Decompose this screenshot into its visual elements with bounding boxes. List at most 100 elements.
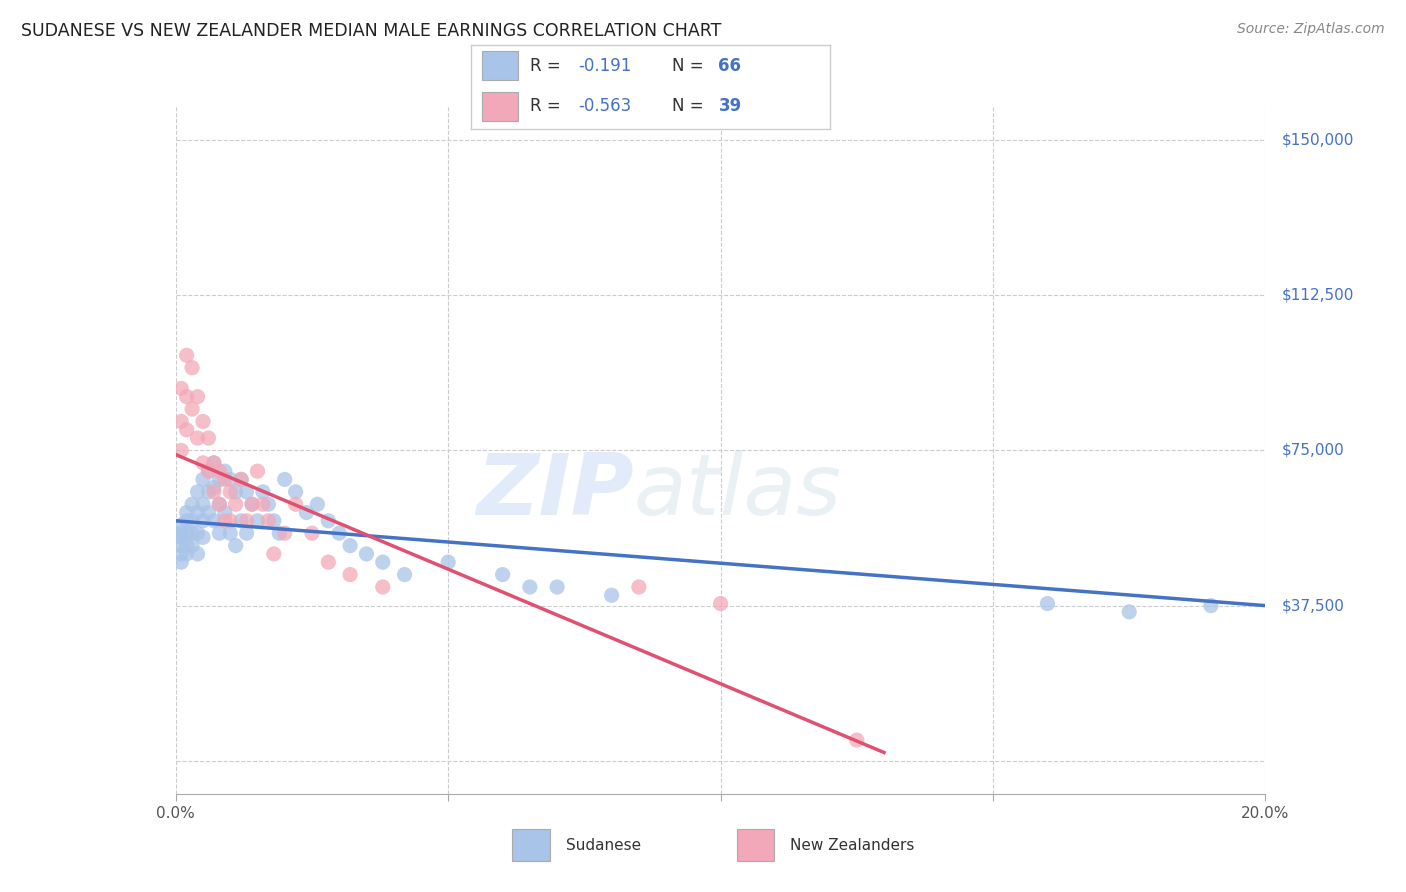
Point: [181, 526, 204, 541]
Point: [170, 381, 193, 395]
Text: R =: R =: [530, 97, 567, 115]
Text: R =: R =: [530, 57, 567, 75]
Text: Sudanese: Sudanese: [565, 838, 641, 853]
Point: [208, 464, 231, 478]
Point: [197, 464, 219, 478]
Point: [186, 526, 209, 541]
Point: [202, 456, 225, 470]
Point: [1118, 605, 1140, 619]
Point: [219, 484, 242, 499]
Point: [240, 497, 263, 511]
Bar: [512, 830, 550, 861]
Text: $150,000: $150,000: [1282, 133, 1354, 148]
Text: 66: 66: [718, 57, 741, 75]
Point: [257, 514, 280, 528]
Point: [252, 484, 274, 499]
Point: [170, 443, 193, 458]
Point: [627, 580, 650, 594]
Point: [170, 530, 193, 544]
Point: [181, 402, 204, 417]
Text: -0.191: -0.191: [579, 57, 631, 75]
Point: [186, 431, 209, 445]
Bar: [737, 830, 775, 861]
Text: 39: 39: [718, 97, 741, 115]
Point: [191, 530, 214, 544]
Point: [197, 464, 219, 478]
Text: $112,500: $112,500: [1282, 288, 1354, 302]
Point: [186, 484, 209, 499]
Point: [170, 539, 193, 553]
Point: [284, 497, 307, 511]
Point: [219, 514, 242, 528]
Text: -0.563: -0.563: [579, 97, 631, 115]
Point: [191, 472, 214, 486]
Point: [170, 415, 193, 429]
Point: [328, 526, 350, 541]
Point: [214, 506, 236, 520]
Point: [176, 514, 198, 528]
Point: [845, 733, 868, 747]
Point: [214, 514, 236, 528]
Point: [371, 555, 394, 569]
Point: [176, 506, 198, 520]
Point: [492, 567, 515, 582]
Point: [437, 555, 460, 569]
Point: [318, 514, 340, 528]
Point: [295, 506, 318, 520]
Point: [202, 481, 225, 495]
Point: [263, 547, 285, 561]
Point: [191, 456, 214, 470]
Point: [263, 514, 285, 528]
Point: [231, 472, 253, 486]
Point: [546, 580, 568, 594]
Point: [181, 539, 204, 553]
Point: [176, 390, 198, 404]
Text: atlas: atlas: [633, 450, 841, 533]
Point: [257, 497, 280, 511]
Point: [1199, 599, 1222, 613]
Point: [214, 472, 236, 486]
Point: [191, 514, 214, 528]
Point: [186, 547, 209, 561]
Point: [274, 526, 297, 541]
Text: N =: N =: [672, 57, 709, 75]
Point: [176, 423, 198, 437]
Point: [519, 580, 541, 594]
Point: [202, 484, 225, 499]
Point: [202, 456, 225, 470]
Point: [186, 506, 209, 520]
Bar: [482, 52, 517, 80]
Point: [170, 517, 193, 532]
Point: [197, 484, 219, 499]
Point: [235, 484, 257, 499]
Text: New Zealanders: New Zealanders: [790, 838, 914, 853]
Point: [246, 464, 269, 478]
Text: Source: ZipAtlas.com: Source: ZipAtlas.com: [1237, 22, 1385, 37]
Point: [274, 472, 297, 486]
Point: [284, 484, 307, 499]
Point: [176, 539, 198, 553]
Point: [219, 472, 242, 486]
Point: [219, 526, 242, 541]
Point: [235, 526, 257, 541]
Point: [176, 526, 198, 541]
Point: [356, 547, 378, 561]
Point: [339, 567, 361, 582]
Point: [186, 390, 209, 404]
Point: [208, 497, 231, 511]
Point: [318, 555, 340, 569]
Point: [181, 514, 204, 528]
Point: [231, 514, 253, 528]
Text: ZIP: ZIP: [475, 450, 633, 533]
Point: [170, 547, 193, 561]
Text: $75,000: $75,000: [1282, 443, 1344, 458]
Point: [197, 506, 219, 520]
Point: [197, 431, 219, 445]
Point: [181, 497, 204, 511]
Point: [181, 360, 204, 375]
Point: [191, 497, 214, 511]
Bar: [482, 92, 517, 120]
Point: [240, 497, 263, 511]
Point: [339, 539, 361, 553]
Text: SUDANESE VS NEW ZEALANDER MEDIAN MALE EARNINGS CORRELATION CHART: SUDANESE VS NEW ZEALANDER MEDIAN MALE EA…: [21, 22, 721, 40]
